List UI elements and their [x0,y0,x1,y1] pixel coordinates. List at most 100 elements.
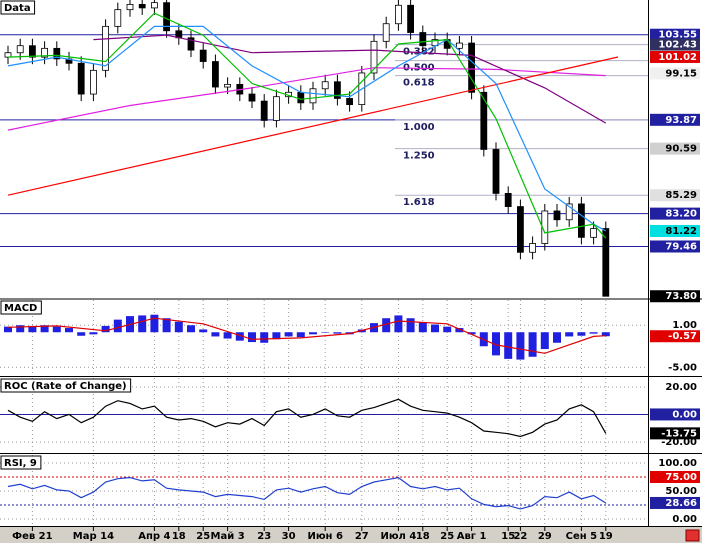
candle-body [333,81,341,99]
histogram-bar [199,329,208,333]
histogram-bar [65,328,73,333]
histogram-bar [418,322,427,333]
candle-body [28,45,36,58]
candle-body [394,4,402,25]
histogram-bar [101,325,110,333]
value-tag-label: 93.87 [665,115,697,126]
candle-body [382,23,390,42]
histogram-bar [4,326,12,333]
candle-body [419,32,427,47]
histogram-bar [382,318,391,333]
candle-body [41,47,48,58]
value-tag [650,330,700,343]
y-tick-label: 100.00 [658,458,697,469]
fib-label: 1.250 [403,151,435,162]
histogram-bar [77,332,86,336]
value-tag [650,427,700,440]
overlay-line [7,56,619,196]
candle-body [309,88,317,104]
candle-body [199,49,207,62]
histogram-bar [492,332,500,356]
value-tag [650,142,700,155]
scroll-button[interactable] [685,529,700,542]
x-tick-label: Июн 6 [307,531,342,542]
candle-body [260,100,268,121]
overlay-line [7,25,607,232]
overlay-line [93,34,607,124]
value-tag-label: 101.02 [658,52,697,63]
candle-body [272,96,280,121]
histogram-bar [394,315,403,333]
value-tag-label: 99.15 [665,68,697,79]
value-tag-label: 75.00 [665,472,697,483]
x-tick-label: 15 [501,531,515,542]
y-tick-label: 1.00 [672,320,697,331]
y-tick-label: 50.00 [665,486,697,497]
histogram-bar [540,332,549,350]
panel-title-box [0,455,42,470]
panel-title-box [0,378,132,393]
histogram-bar [187,325,195,333]
candle-body [53,47,61,60]
histogram-bar [150,314,159,333]
candle-body [407,4,415,33]
panel-title-box [0,300,42,315]
histogram-bar [40,325,49,333]
histogram-bar [528,332,537,357]
candle-body [150,2,158,9]
x-tick-label: 29 [538,531,552,542]
y-tick-label: -5.00 [668,362,697,373]
candle-body [90,69,97,95]
histogram-bar [16,325,25,333]
overlay-line [7,12,607,239]
x-tick-label: Фев 21 [12,531,52,542]
x-tick-label: 18 [416,531,430,542]
value-tag [650,225,700,238]
histogram-bar [28,325,37,333]
x-tick-label: Июл 4 [380,531,416,542]
candle-body [468,42,476,93]
x-tick-label: 18 [172,531,186,542]
x-tick-label: 25 [196,531,210,542]
indicator-line [7,476,607,510]
histogram-bar [138,315,147,333]
x-tick-label: 22 [513,531,527,542]
value-tag [650,38,700,51]
histogram-bar [333,332,342,334]
x-tick-label: 23 [257,531,271,542]
histogram-bar [589,332,598,334]
value-tag [650,471,700,484]
histogram-bar [52,326,61,333]
histogram-bar [89,332,98,335]
value-tag [650,113,700,126]
x-tick-label: Май 3 [211,531,245,542]
indicator-line [7,398,607,438]
candle-body [590,228,597,238]
histogram-bar [467,332,476,335]
candle-body [138,3,146,9]
histogram-bar [296,332,305,338]
candle-body [553,210,561,221]
panel [0,455,648,525]
histogram-bar [248,332,256,343]
value-tag [650,50,700,63]
overlay-line [7,67,606,131]
histogram-bar [455,328,464,333]
value-tag-label: 81.22 [665,226,697,237]
x-tick-label: 30 [282,531,296,542]
histogram-bar [260,332,269,343]
value-tag [650,28,700,41]
x-tick-label: 27 [355,531,369,542]
histogram-bar [211,332,220,337]
value-tag-label: 79.46 [665,241,697,252]
candle-body [529,243,536,253]
candle-body [248,93,256,102]
histogram-bar [284,332,293,337]
value-tag [650,189,700,202]
histogram-bar [553,332,561,343]
y-tick-label: 20.00 [665,382,697,393]
histogram-bar [223,332,232,339]
candle-body [77,62,85,95]
